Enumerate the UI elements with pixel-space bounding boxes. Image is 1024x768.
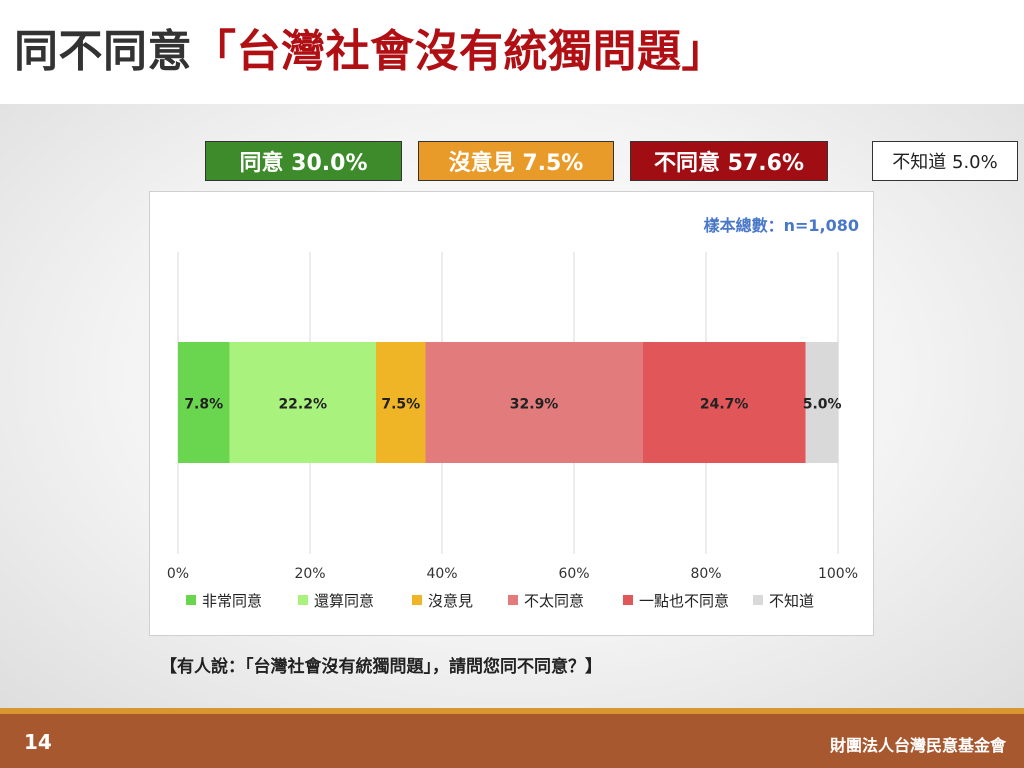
data-label: 32.9% [510,397,559,413]
summary-agree-badge: 同意 30.0% [205,141,402,181]
bar-segment [642,342,806,463]
survey-question: 【有人說：「台灣社會沒有統獨問題」，請問您同不同意？】 [160,657,602,677]
footer-bar: 14 財團法人台灣民意基金會 [0,714,1024,768]
legend-label: 一點也不同意 [639,592,729,610]
title-highlight: 「台灣社會沒有統獨問題」 [192,26,726,77]
bar-segment [805,342,839,463]
legend-label: 還算同意 [314,592,374,610]
summary-unknown-badge: 不知道 5.0% [872,141,1018,181]
x-tick-label: 60% [558,566,589,582]
data-label: 22.2% [278,397,327,413]
bar-segment [178,342,230,463]
legend-label: 不太同意 [524,592,584,610]
bar-segment [425,342,643,463]
title-band: 同不同意「台灣社會沒有統獨問題」 [0,0,1024,104]
legend-label: 沒意見 [428,592,473,610]
legend-swatch [186,595,196,605]
x-tick-label: 100% [818,566,858,582]
footer-accent-line [0,708,1024,714]
legend-label: 不知道 [769,592,814,610]
data-label: 5.0% [803,397,842,413]
data-label: 7.8% [184,397,223,413]
data-label: 7.5% [381,397,420,413]
legend-swatch [508,595,518,605]
page-number: 14 [24,730,52,754]
chart-card: 樣本總數：n=1,080 0% 20% 40% 60% 80% 100% 7.8% 22.2%… [149,191,874,636]
summary-neutral-badge: 沒意見 7.5% [418,141,614,181]
x-tick-label: 0% [167,566,189,582]
bar-segment [229,342,376,463]
legend-label: 非常同意 [202,592,262,610]
legend-swatch [753,595,763,605]
page-title: 同不同意「台灣社會沒有統獨問題」 [14,22,726,82]
legend-swatch [298,595,308,605]
sample-size-note: 樣本總數：n=1,080 [703,216,859,235]
data-label: 24.7% [700,397,749,413]
title-prefix: 同不同意 [14,26,192,77]
legend-swatch [623,595,633,605]
x-tick-label: 40% [426,566,457,582]
x-tick-label: 80% [690,566,721,582]
x-tick-label: 20% [294,566,325,582]
summary-disagree-badge: 不同意 57.6% [630,141,828,181]
stacked-bar-chart: 0% 20% 40% 60% 80% 100% 7.8% 22.2% 7.5% 32.9% 24.7… [167,252,858,610]
organization-name: 財團法人台灣民意基金會 [829,736,1006,755]
legend-swatch [412,595,422,605]
bar-segment [376,342,426,463]
